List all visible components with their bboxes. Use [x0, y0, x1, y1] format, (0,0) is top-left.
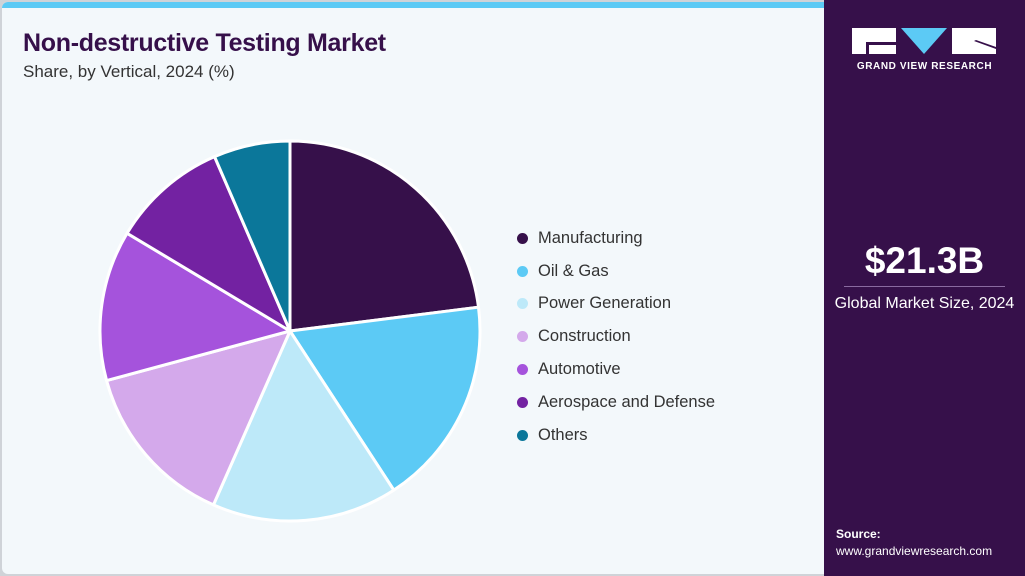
- pie-slice-others: [213, 139, 292, 333]
- pie-chart: [98, 139, 482, 523]
- legend-swatch: [517, 429, 528, 441]
- legend: Manufacturing Oil & Gas Power Generation Co…: [517, 222, 715, 452]
- grand-view-research-logo: [852, 28, 996, 54]
- legend-label: Others: [538, 425, 588, 444]
- legend-swatch: [517, 298, 528, 310]
- legend-label: Manufacturing: [538, 228, 643, 247]
- chart-panel: Non-destructive Testing Market Share, by…: [2, 2, 824, 574]
- pie-slice-power-generation: [211, 329, 396, 523]
- legend-item: Construction: [517, 320, 715, 353]
- pie-slice-construction: [105, 329, 292, 507]
- source-url[interactable]: www.grandviewresearch.com: [836, 544, 993, 558]
- chart-title: Non-destructive Testing Market: [23, 29, 386, 57]
- pie-slice-aerospace-and-defense: [125, 155, 292, 333]
- legend-item: Aerospace and Defense: [517, 386, 715, 419]
- legend-item: Power Generation: [517, 288, 715, 321]
- legend-label: Power Generation: [538, 294, 671, 313]
- pie-slice-automotive: [98, 231, 292, 383]
- pie-slice-oil-gas: [288, 305, 482, 492]
- legend-swatch: [517, 331, 528, 343]
- source: Source: www.grandviewresearch.com: [836, 526, 992, 560]
- legend-label: Aerospace and Defense: [538, 392, 716, 411]
- legend-label: Oil & Gas: [538, 261, 609, 280]
- pie-slice-manufacturing: [288, 139, 481, 333]
- sidebar: GRAND VIEW RESEARCH $21.3B Global Market…: [824, 0, 1025, 576]
- source-label: Source:: [836, 527, 881, 541]
- legend-item: Automotive: [517, 353, 715, 386]
- legend-swatch: [517, 364, 528, 376]
- legend-swatch: [517, 396, 528, 408]
- brand-name: GRAND VIEW RESEARCH: [856, 61, 993, 72]
- legend-swatch: [517, 232, 528, 244]
- legend-label: Construction: [538, 327, 631, 346]
- legend-item: Oil & Gas: [517, 255, 715, 288]
- market-size-value: $21.3B: [864, 240, 985, 281]
- legend-label: Automotive: [538, 360, 621, 379]
- legend-swatch: [517, 265, 528, 277]
- accent-bar: [2, 2, 824, 8]
- divider: [844, 286, 1005, 287]
- legend-item: Others: [517, 419, 715, 452]
- legend-item: Manufacturing: [517, 222, 715, 255]
- market-size-label: Global Market Size, 2024: [834, 295, 1015, 312]
- chart-subtitle: Share, by Vertical, 2024 (%): [23, 62, 235, 81]
